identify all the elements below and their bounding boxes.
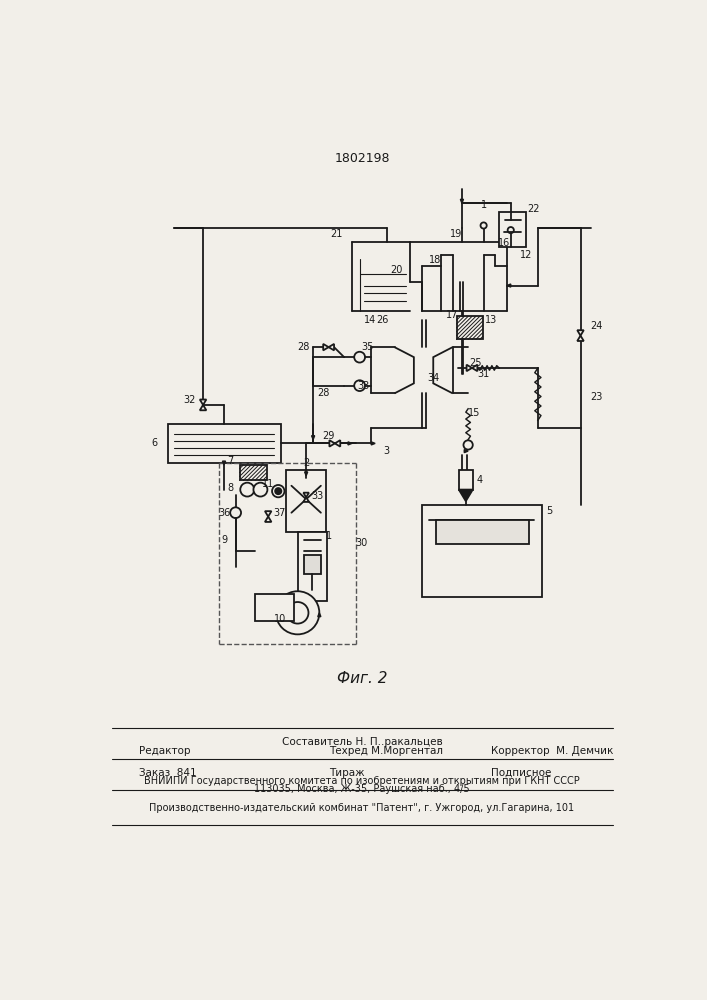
Text: 4: 4	[477, 475, 483, 485]
Text: 12: 12	[520, 250, 532, 260]
Circle shape	[240, 483, 255, 497]
Polygon shape	[329, 344, 334, 350]
Text: 28: 28	[317, 388, 329, 398]
Polygon shape	[371, 442, 375, 445]
Text: 19: 19	[450, 229, 462, 239]
Text: 1: 1	[481, 200, 486, 210]
Polygon shape	[464, 450, 468, 453]
Text: Составитель Н. П..ракальцев: Составитель Н. П..ракальцев	[281, 737, 443, 747]
Bar	[499, 212, 526, 247]
Bar	[457, 316, 483, 339]
Polygon shape	[329, 440, 335, 447]
Text: 35: 35	[361, 342, 373, 352]
Polygon shape	[303, 497, 309, 502]
Polygon shape	[460, 199, 464, 203]
Text: 33: 33	[357, 381, 370, 391]
Text: 14: 14	[363, 315, 376, 325]
Text: 30: 30	[355, 538, 368, 548]
Circle shape	[276, 591, 320, 634]
Text: 28: 28	[298, 342, 310, 352]
Text: 20: 20	[391, 265, 403, 275]
Bar	[298, 532, 327, 601]
Text: 11: 11	[262, 479, 274, 489]
Polygon shape	[305, 472, 308, 476]
Polygon shape	[303, 493, 309, 497]
Text: Редактор: Редактор	[139, 746, 190, 756]
Text: 13: 13	[485, 315, 498, 325]
Polygon shape	[200, 400, 206, 405]
Bar	[459, 470, 473, 490]
Text: 2: 2	[303, 458, 309, 468]
Text: 18: 18	[428, 255, 441, 265]
Polygon shape	[335, 440, 340, 447]
Text: 5: 5	[547, 506, 553, 516]
Polygon shape	[577, 336, 584, 341]
Text: 1: 1	[325, 531, 332, 541]
Text: 36: 36	[218, 508, 230, 518]
Polygon shape	[200, 405, 206, 410]
Text: 6: 6	[151, 438, 158, 448]
Bar	[421, 505, 542, 597]
Text: 24: 24	[590, 321, 602, 331]
Text: Фиг. 2: Фиг. 2	[337, 671, 387, 686]
Bar	[436, 520, 529, 544]
Bar	[255, 594, 293, 620]
Polygon shape	[323, 344, 329, 350]
Text: Производственно-издательский комбинат "Патент", г. Ужгород, ул.Гагарина, 101: Производственно-издательский комбинат "П…	[149, 803, 575, 813]
Circle shape	[253, 483, 267, 497]
Text: 113035, Москва, Ж-35, Раушская наб., 4/5: 113035, Москва, Ж-35, Раушская наб., 4/5	[254, 784, 469, 794]
Text: 31: 31	[477, 369, 490, 379]
Bar	[168, 424, 281, 463]
Text: 3: 3	[384, 446, 390, 456]
Polygon shape	[223, 461, 226, 465]
Text: 25: 25	[469, 358, 482, 368]
Polygon shape	[265, 511, 271, 517]
Bar	[304, 555, 321, 574]
Bar	[240, 465, 267, 480]
Text: Подписное: Подписное	[491, 768, 551, 778]
Circle shape	[287, 602, 308, 624]
Text: 29: 29	[322, 431, 335, 441]
Text: Корректор  М. Демчик: Корректор М. Демчик	[491, 746, 614, 756]
Text: 10: 10	[274, 614, 287, 624]
Text: 16: 16	[498, 238, 510, 248]
Polygon shape	[459, 490, 473, 501]
Polygon shape	[507, 284, 510, 287]
Circle shape	[508, 227, 514, 233]
Polygon shape	[265, 517, 271, 522]
Text: Заказ  841: Заказ 841	[139, 768, 197, 778]
Polygon shape	[312, 436, 315, 440]
Text: 23: 23	[590, 392, 602, 402]
Polygon shape	[348, 442, 352, 445]
Text: 8: 8	[227, 483, 233, 493]
Text: 7: 7	[227, 456, 233, 466]
Circle shape	[275, 488, 281, 494]
Text: Техред М.Моргентал: Техред М.Моргентал	[329, 746, 443, 756]
Text: 21: 21	[330, 229, 343, 239]
Circle shape	[481, 222, 486, 229]
Polygon shape	[472, 365, 477, 371]
Polygon shape	[577, 330, 584, 336]
Text: 33: 33	[311, 491, 323, 501]
Text: 32: 32	[183, 395, 195, 405]
Text: 26: 26	[376, 315, 388, 325]
Text: 34: 34	[427, 373, 439, 383]
Text: Тираж: Тираж	[329, 768, 364, 778]
Circle shape	[464, 440, 473, 450]
Text: 37: 37	[274, 508, 286, 518]
Text: 17: 17	[446, 310, 459, 320]
Circle shape	[230, 507, 241, 518]
Polygon shape	[317, 613, 321, 617]
Text: 22: 22	[527, 204, 540, 214]
Text: 9: 9	[221, 535, 227, 545]
Circle shape	[354, 380, 365, 391]
Circle shape	[354, 352, 365, 363]
Text: 1802198: 1802198	[334, 152, 390, 165]
Bar	[286, 470, 327, 532]
Circle shape	[272, 485, 284, 497]
Text: 15: 15	[468, 408, 481, 418]
Polygon shape	[467, 365, 472, 371]
Text: ВНИИПИ Государственного комитета по изобретениям и открытиям при ГКНТ СССР: ВНИИПИ Государственного комитета по изоб…	[144, 776, 580, 786]
